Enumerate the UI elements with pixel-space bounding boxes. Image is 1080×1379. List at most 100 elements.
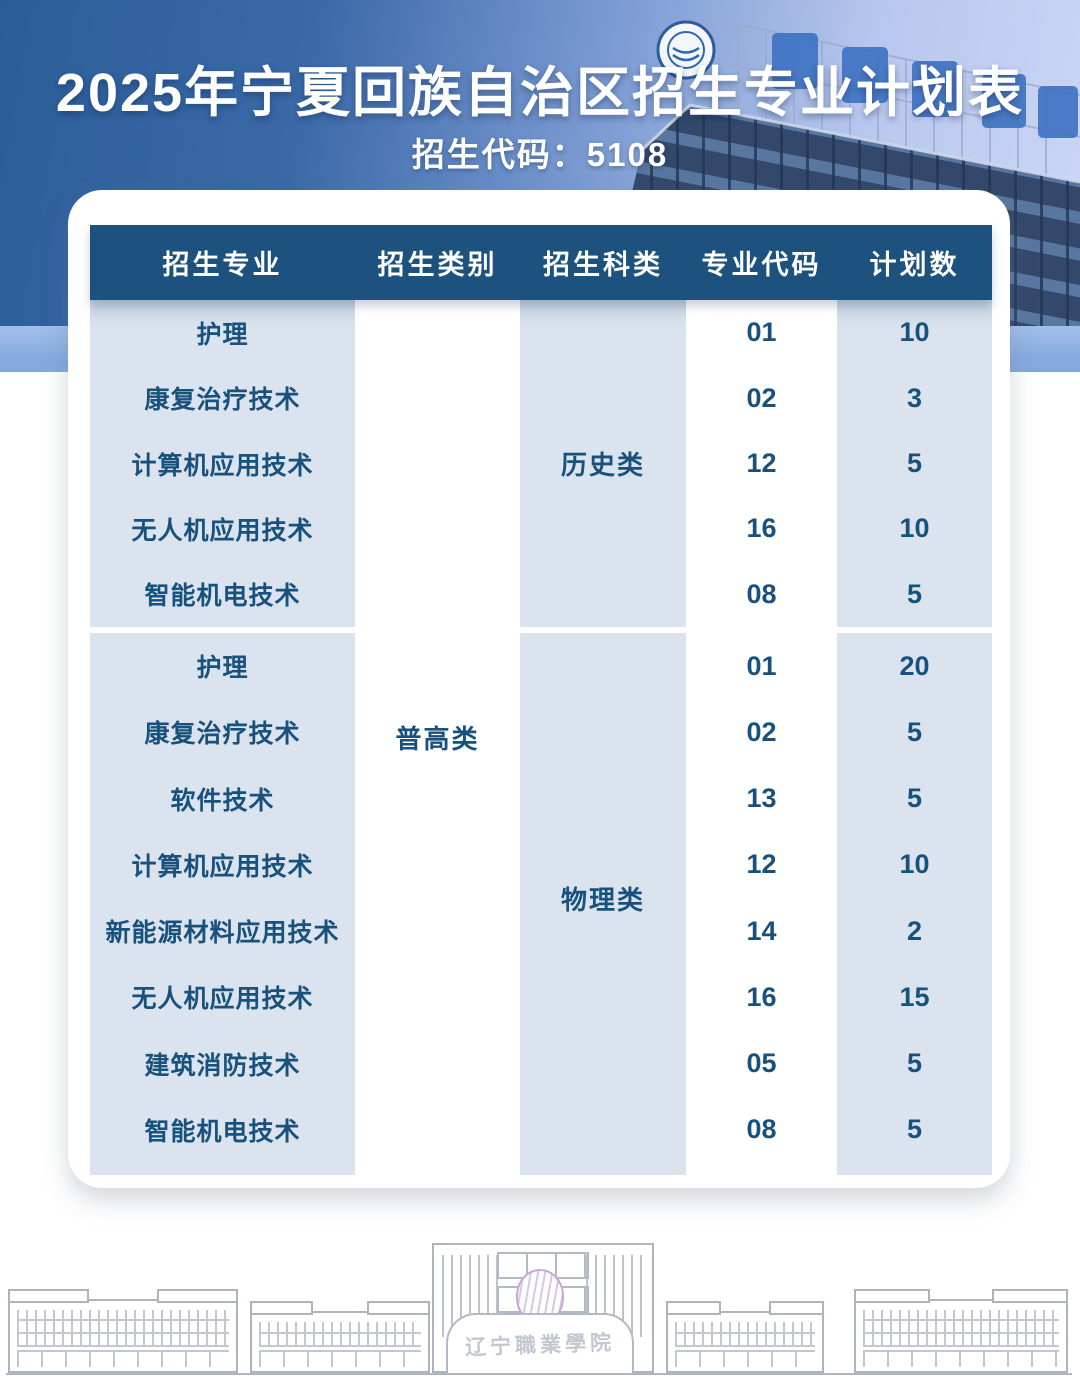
table-row: 新能源材料应用技术 14 2 [90,898,992,964]
campus-line-art: 辽宁職業學院 [0,1215,1080,1375]
category-spacer [355,766,520,832]
table-row: 康复治疗技术 02 5 [90,699,992,765]
table-row: 无人机应用技术 16 10 [90,496,992,561]
building-line-art [666,1301,824,1373]
major-cell: 康复治疗技术 [144,386,301,415]
subject-spacer [520,832,686,898]
plan-cell: 5 [906,716,923,747]
code-cell: 08 [746,1114,777,1145]
college-name-calligraphy: 辽宁職業學院 [464,1329,616,1360]
building-line-art [8,1289,238,1373]
building-tower [366,1301,430,1315]
building-tower [854,1289,930,1303]
building-tower [992,1289,1068,1303]
plan-cell: 5 [906,448,923,479]
building-base-floor [259,1350,421,1367]
building-windows [17,1310,229,1347]
college-logo-icon [656,20,716,80]
plan-table-card: 招生专业 招生类别 招生科类 专业代码 计划数 普高类 历史类 物理类 护理 0… [68,190,1010,1188]
code-cell: 01 [746,650,777,681]
major-cell: 计算机应用技术 [131,451,314,480]
major-cell: 护理 [196,654,249,683]
category-spacer [355,832,520,898]
major-cell: 护理 [196,320,249,349]
subject-physics-merged-cell: 物理类 [560,884,645,915]
code-cell: 14 [746,915,777,946]
col-header-major: 招生专业 [162,250,283,280]
plan-cell: 5 [906,1114,923,1145]
building-base-floor [17,1350,229,1367]
plan-cell: 2 [906,915,923,946]
code-cell: 08 [746,578,777,609]
major-cell: 建筑消防技术 [144,1051,301,1080]
major-cell: 康复治疗技术 [144,720,301,749]
code-cell: 01 [746,317,777,348]
table-row: 护理 01 10 [90,300,992,365]
column-background [520,300,686,627]
table-row: 计算机应用技术 12 5 [90,431,992,496]
subject-spacer [520,898,686,964]
building-windows [675,1322,815,1347]
page-title: 2025年宁夏回族自治区招生专业计划表 [55,63,1025,123]
column-background [520,633,686,1175]
subject-spacer [520,633,686,699]
code-cell: 16 [746,981,777,1012]
category-spacer [355,562,520,627]
col-header-plan: 计划数 [869,250,960,280]
table-row: 软件技术 13 5 [90,766,992,832]
building-tower [156,1289,238,1303]
category-spacer [355,496,520,561]
table-row: 护理 01 20 [90,633,992,699]
building-tower [250,1301,314,1315]
subject-spacer [520,431,686,496]
plan-cell: 3 [906,382,923,413]
subject-spacer [520,300,686,365]
building-tower [8,1289,90,1303]
code-cell: 02 [746,382,777,413]
column-background [90,633,355,1175]
category-spacer [355,431,520,496]
subject-history-merged-cell: 历史类 [560,450,645,480]
plan-cell: 20 [899,650,930,681]
physics-section-rows: 护理 01 20 康复治疗技术 02 5 软件技术 13 5 计 [90,633,992,1163]
subject-spacer [520,496,686,561]
major-cell: 无人机应用技术 [131,516,314,545]
subject-spacer [520,562,686,627]
category-merged-cell: 普高类 [395,724,480,754]
category-spacer [355,365,520,430]
category-spacer [355,898,520,964]
subject-spacer [520,766,686,832]
category-spacer [355,1031,520,1097]
code-cell: 05 [746,1048,777,1079]
category-spacer [355,1097,520,1163]
subject-spacer [520,1097,686,1163]
category-spacer [355,699,520,765]
table-header-row: 招生专业 招生类别 招生科类 专业代码 计划数 [90,225,992,300]
code-cell: 02 [746,716,777,747]
table-row: 智能机电技术 08 5 [90,1097,992,1163]
subject-spacer [520,964,686,1030]
col-header-code: 专业代码 [701,250,822,280]
plan-cell: 5 [906,1048,923,1079]
col-header-category: 招生类别 [377,250,498,280]
ground-line [6,1373,1072,1375]
category-spacer [355,633,520,699]
table-row: 智能机电技术 08 5 [90,562,992,627]
code-cell: 12 [746,448,777,479]
building-tower [768,1301,824,1315]
subject-spacer [520,365,686,430]
table-row: 无人机应用技术 16 15 [90,964,992,1030]
major-cell: 新能源材料应用技术 [105,919,340,948]
building-line-art [250,1301,430,1373]
code-cell: 13 [746,783,777,814]
category-spacer [355,300,520,365]
code-cell: 12 [746,849,777,880]
subject-spacer [520,699,686,765]
major-cell: 智能机电技术 [144,1117,301,1146]
table-row: 计算机应用技术 12 10 [90,832,992,898]
column-background [90,300,355,627]
plan-cell: 10 [899,849,930,880]
plan-cell: 5 [906,783,923,814]
plan-cell: 5 [906,578,923,609]
major-cell: 软件技术 [170,786,275,815]
